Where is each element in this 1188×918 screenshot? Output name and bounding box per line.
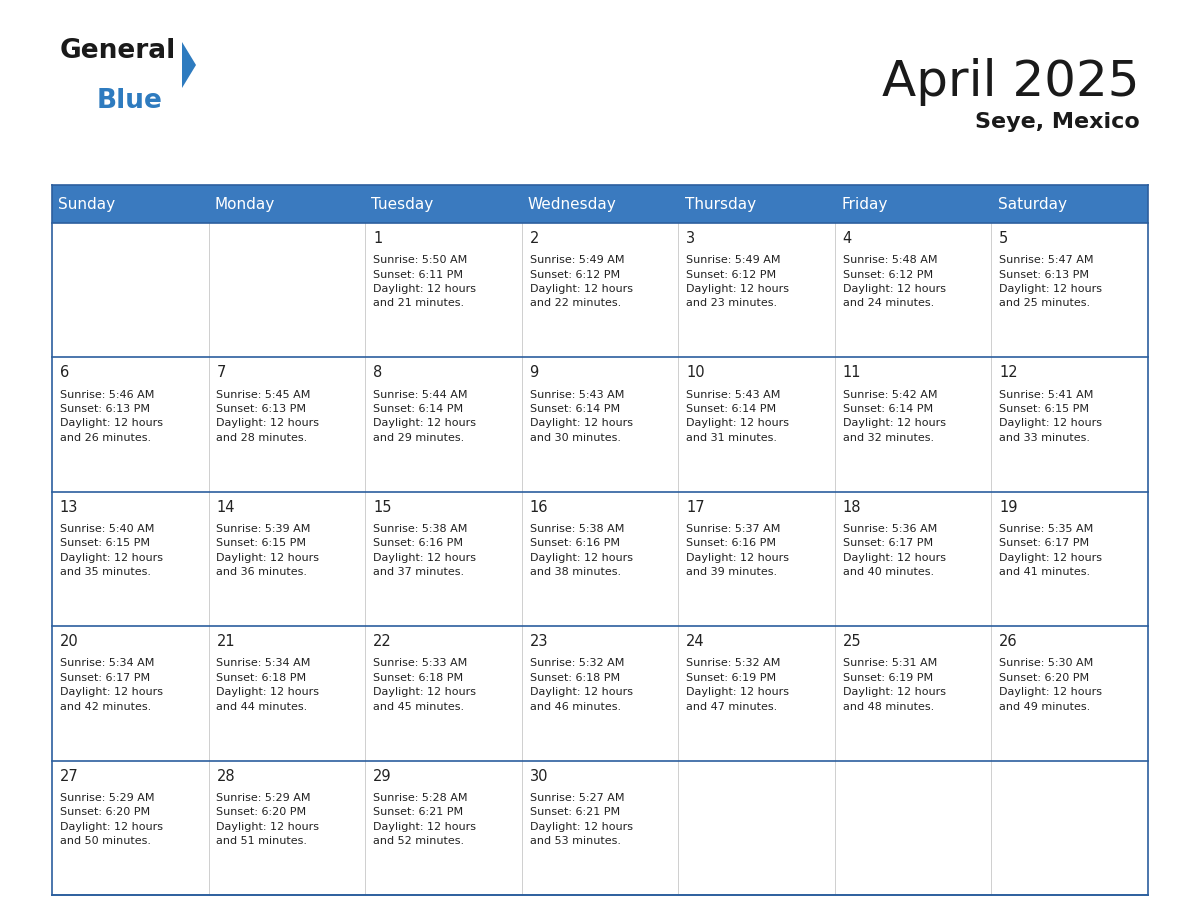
Text: Sunrise: 5:32 AM
Sunset: 6:18 PM
Daylight: 12 hours
and 46 minutes.: Sunrise: 5:32 AM Sunset: 6:18 PM Dayligh… <box>530 658 632 711</box>
Text: Sunrise: 5:40 AM
Sunset: 6:15 PM
Daylight: 12 hours
and 35 minutes.: Sunrise: 5:40 AM Sunset: 6:15 PM Dayligh… <box>59 524 163 577</box>
Bar <box>52 185 1148 223</box>
Text: 19: 19 <box>999 500 1018 515</box>
Text: Sunrise: 5:42 AM
Sunset: 6:14 PM
Daylight: 12 hours
and 32 minutes.: Sunrise: 5:42 AM Sunset: 6:14 PM Dayligh… <box>842 389 946 442</box>
Text: Sunrise: 5:31 AM
Sunset: 6:19 PM
Daylight: 12 hours
and 48 minutes.: Sunrise: 5:31 AM Sunset: 6:19 PM Dayligh… <box>842 658 946 711</box>
Text: Sunrise: 5:33 AM
Sunset: 6:18 PM
Daylight: 12 hours
and 45 minutes.: Sunrise: 5:33 AM Sunset: 6:18 PM Dayligh… <box>373 658 476 711</box>
Text: 8: 8 <box>373 365 383 380</box>
Text: Sunrise: 5:29 AM
Sunset: 6:20 PM
Daylight: 12 hours
and 51 minutes.: Sunrise: 5:29 AM Sunset: 6:20 PM Dayligh… <box>216 793 320 846</box>
Text: 16: 16 <box>530 500 548 515</box>
Text: 22: 22 <box>373 634 392 649</box>
Text: Sunrise: 5:34 AM
Sunset: 6:18 PM
Daylight: 12 hours
and 44 minutes.: Sunrise: 5:34 AM Sunset: 6:18 PM Dayligh… <box>216 658 320 711</box>
Text: 3: 3 <box>687 231 695 246</box>
Text: 6: 6 <box>59 365 69 380</box>
Text: 7: 7 <box>216 365 226 380</box>
Text: 29: 29 <box>373 768 392 784</box>
Text: Blue: Blue <box>97 88 163 114</box>
Text: 2: 2 <box>530 231 539 246</box>
Text: 1: 1 <box>373 231 383 246</box>
Text: Tuesday: Tuesday <box>372 196 434 211</box>
Text: Sunrise: 5:48 AM
Sunset: 6:12 PM
Daylight: 12 hours
and 24 minutes.: Sunrise: 5:48 AM Sunset: 6:12 PM Dayligh… <box>842 255 946 308</box>
Text: Sunrise: 5:35 AM
Sunset: 6:17 PM
Daylight: 12 hours
and 41 minutes.: Sunrise: 5:35 AM Sunset: 6:17 PM Dayligh… <box>999 524 1102 577</box>
Text: 20: 20 <box>59 634 78 649</box>
Text: Sunrise: 5:39 AM
Sunset: 6:15 PM
Daylight: 12 hours
and 36 minutes.: Sunrise: 5:39 AM Sunset: 6:15 PM Dayligh… <box>216 524 320 577</box>
Text: Sunrise: 5:38 AM
Sunset: 6:16 PM
Daylight: 12 hours
and 38 minutes.: Sunrise: 5:38 AM Sunset: 6:16 PM Dayligh… <box>530 524 632 577</box>
Text: Sunrise: 5:44 AM
Sunset: 6:14 PM
Daylight: 12 hours
and 29 minutes.: Sunrise: 5:44 AM Sunset: 6:14 PM Dayligh… <box>373 389 476 442</box>
Text: 30: 30 <box>530 768 548 784</box>
Text: Sunrise: 5:32 AM
Sunset: 6:19 PM
Daylight: 12 hours
and 47 minutes.: Sunrise: 5:32 AM Sunset: 6:19 PM Dayligh… <box>687 658 789 711</box>
Text: Sunrise: 5:27 AM
Sunset: 6:21 PM
Daylight: 12 hours
and 53 minutes.: Sunrise: 5:27 AM Sunset: 6:21 PM Dayligh… <box>530 793 632 846</box>
Text: 10: 10 <box>687 365 704 380</box>
Text: Sunrise: 5:50 AM
Sunset: 6:11 PM
Daylight: 12 hours
and 21 minutes.: Sunrise: 5:50 AM Sunset: 6:11 PM Dayligh… <box>373 255 476 308</box>
Text: 23: 23 <box>530 634 548 649</box>
Text: 26: 26 <box>999 634 1018 649</box>
Text: 13: 13 <box>59 500 78 515</box>
Text: Sunrise: 5:29 AM
Sunset: 6:20 PM
Daylight: 12 hours
and 50 minutes.: Sunrise: 5:29 AM Sunset: 6:20 PM Dayligh… <box>59 793 163 846</box>
Text: 21: 21 <box>216 634 235 649</box>
Text: 4: 4 <box>842 231 852 246</box>
Text: Friday: Friday <box>841 196 887 211</box>
Text: 15: 15 <box>373 500 392 515</box>
Text: Sunrise: 5:45 AM
Sunset: 6:13 PM
Daylight: 12 hours
and 28 minutes.: Sunrise: 5:45 AM Sunset: 6:13 PM Dayligh… <box>216 389 320 442</box>
Text: General: General <box>61 38 176 64</box>
Text: Thursday: Thursday <box>684 196 756 211</box>
Polygon shape <box>182 42 196 88</box>
Text: 28: 28 <box>216 768 235 784</box>
Text: Sunrise: 5:43 AM
Sunset: 6:14 PM
Daylight: 12 hours
and 30 minutes.: Sunrise: 5:43 AM Sunset: 6:14 PM Dayligh… <box>530 389 632 442</box>
Text: 24: 24 <box>687 634 704 649</box>
Text: 14: 14 <box>216 500 235 515</box>
Text: Sunrise: 5:47 AM
Sunset: 6:13 PM
Daylight: 12 hours
and 25 minutes.: Sunrise: 5:47 AM Sunset: 6:13 PM Dayligh… <box>999 255 1102 308</box>
Text: Sunrise: 5:38 AM
Sunset: 6:16 PM
Daylight: 12 hours
and 37 minutes.: Sunrise: 5:38 AM Sunset: 6:16 PM Dayligh… <box>373 524 476 577</box>
Text: Sunrise: 5:49 AM
Sunset: 6:12 PM
Daylight: 12 hours
and 22 minutes.: Sunrise: 5:49 AM Sunset: 6:12 PM Dayligh… <box>530 255 632 308</box>
Text: 9: 9 <box>530 365 539 380</box>
Text: Sunrise: 5:49 AM
Sunset: 6:12 PM
Daylight: 12 hours
and 23 minutes.: Sunrise: 5:49 AM Sunset: 6:12 PM Dayligh… <box>687 255 789 308</box>
Text: Sunrise: 5:30 AM
Sunset: 6:20 PM
Daylight: 12 hours
and 49 minutes.: Sunrise: 5:30 AM Sunset: 6:20 PM Dayligh… <box>999 658 1102 711</box>
Text: Sunrise: 5:37 AM
Sunset: 6:16 PM
Daylight: 12 hours
and 39 minutes.: Sunrise: 5:37 AM Sunset: 6:16 PM Dayligh… <box>687 524 789 577</box>
Text: 25: 25 <box>842 634 861 649</box>
Text: 5: 5 <box>999 231 1009 246</box>
Text: Sunrise: 5:41 AM
Sunset: 6:15 PM
Daylight: 12 hours
and 33 minutes.: Sunrise: 5:41 AM Sunset: 6:15 PM Dayligh… <box>999 389 1102 442</box>
Text: Sunrise: 5:28 AM
Sunset: 6:21 PM
Daylight: 12 hours
and 52 minutes.: Sunrise: 5:28 AM Sunset: 6:21 PM Dayligh… <box>373 793 476 846</box>
Text: 27: 27 <box>59 768 78 784</box>
Text: Sunrise: 5:46 AM
Sunset: 6:13 PM
Daylight: 12 hours
and 26 minutes.: Sunrise: 5:46 AM Sunset: 6:13 PM Dayligh… <box>59 389 163 442</box>
Text: Saturday: Saturday <box>998 196 1067 211</box>
Text: Monday: Monday <box>215 196 276 211</box>
Text: Seye, Mexico: Seye, Mexico <box>975 112 1140 132</box>
Text: Sunrise: 5:36 AM
Sunset: 6:17 PM
Daylight: 12 hours
and 40 minutes.: Sunrise: 5:36 AM Sunset: 6:17 PM Dayligh… <box>842 524 946 577</box>
Text: April 2025: April 2025 <box>883 58 1140 106</box>
Bar <box>52 223 1148 895</box>
Text: 17: 17 <box>687 500 704 515</box>
Text: 18: 18 <box>842 500 861 515</box>
Text: 12: 12 <box>999 365 1018 380</box>
Text: Sunrise: 5:34 AM
Sunset: 6:17 PM
Daylight: 12 hours
and 42 minutes.: Sunrise: 5:34 AM Sunset: 6:17 PM Dayligh… <box>59 658 163 711</box>
Text: 11: 11 <box>842 365 861 380</box>
Text: Wednesday: Wednesday <box>527 196 617 211</box>
Text: Sunday: Sunday <box>58 196 115 211</box>
Text: Sunrise: 5:43 AM
Sunset: 6:14 PM
Daylight: 12 hours
and 31 minutes.: Sunrise: 5:43 AM Sunset: 6:14 PM Dayligh… <box>687 389 789 442</box>
